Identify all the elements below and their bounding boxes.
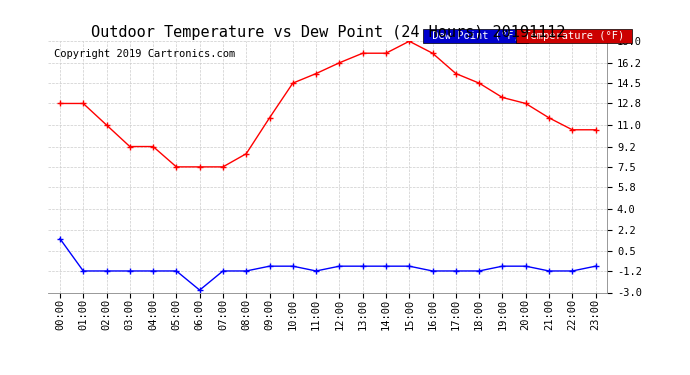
Text: Copyright 2019 Cartronics.com: Copyright 2019 Cartronics.com	[54, 49, 235, 59]
Text: Temperature (°F): Temperature (°F)	[518, 31, 630, 41]
Text: Dew Point (°F): Dew Point (°F)	[426, 31, 526, 41]
Title: Outdoor Temperature vs Dew Point (24 Hours) 20191112: Outdoor Temperature vs Dew Point (24 Hou…	[90, 25, 565, 40]
